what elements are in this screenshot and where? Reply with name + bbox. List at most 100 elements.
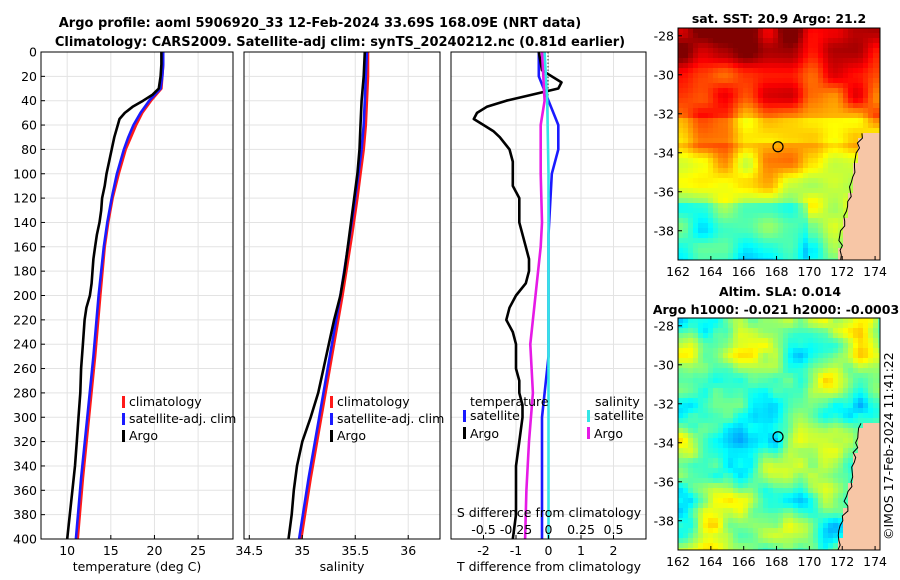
map-cell (743, 33, 749, 39)
map-cell (868, 198, 874, 204)
map-cell (813, 408, 819, 414)
map-cell (798, 173, 804, 179)
map-cell (868, 128, 874, 134)
map-cell (843, 38, 849, 44)
map-cell (693, 473, 699, 479)
map-cell (788, 123, 794, 129)
map-cell (728, 223, 734, 229)
map-cell (753, 83, 759, 89)
map-cell (753, 523, 759, 529)
legend-label-climatology: climatology (337, 394, 410, 409)
map-cell (808, 318, 814, 324)
map-cell (858, 158, 864, 164)
map-cell (733, 193, 739, 199)
map-cell (838, 403, 844, 409)
map-cell (823, 128, 829, 134)
map-cell (678, 358, 684, 364)
map-cell (858, 253, 864, 259)
map-cell (768, 73, 774, 79)
map-cell (683, 443, 689, 449)
map-cell (703, 503, 709, 509)
map-cell (728, 253, 734, 259)
map-cell (698, 148, 704, 154)
map-cell (798, 333, 804, 339)
map-cell (738, 93, 744, 99)
map-cell (853, 203, 859, 209)
map-cell (828, 428, 834, 434)
map-cell (713, 48, 719, 54)
map-cell (793, 523, 799, 529)
map-cell (748, 78, 754, 84)
map-cell (783, 143, 789, 149)
map-cell (843, 198, 849, 204)
map-cell (838, 103, 844, 109)
map-cell (848, 468, 854, 474)
map-cell (843, 143, 849, 149)
map-cell (863, 138, 869, 144)
map-cell (748, 183, 754, 189)
map-cell (873, 188, 879, 194)
map-cell (848, 118, 854, 124)
map-cell (818, 103, 824, 109)
map-cell (863, 33, 869, 39)
map-cell (778, 218, 784, 224)
map-cell (763, 408, 769, 414)
map-cell (683, 498, 689, 504)
map-cell (763, 418, 769, 424)
map-cell (768, 243, 774, 249)
temperature-xlabel: temperature (deg C) (73, 559, 202, 574)
map-cell (678, 258, 684, 260)
map-cell (873, 143, 879, 149)
map-cell (738, 368, 744, 374)
map-cell (713, 203, 719, 209)
map-cell (878, 458, 880, 464)
map-cell (723, 203, 729, 209)
map-cell (738, 438, 744, 444)
map-cell (788, 173, 794, 179)
map-cell (843, 428, 849, 434)
map-cell (738, 53, 744, 59)
map-cell (828, 393, 834, 399)
map-cell (788, 403, 794, 409)
map-cell (778, 68, 784, 74)
map-cell (798, 113, 804, 119)
map-cell (823, 448, 829, 454)
map-cell (758, 148, 764, 154)
series-line-t-argo (472, 51, 563, 540)
map-cell (868, 88, 874, 94)
map-cell (703, 163, 709, 169)
map-cell (833, 503, 839, 509)
map-cell (763, 183, 769, 189)
map-cell (828, 408, 834, 414)
map-cell (793, 448, 799, 454)
map-cell (763, 523, 769, 529)
map-cell (803, 178, 809, 184)
map-cell (843, 323, 849, 329)
map-cell (878, 538, 880, 544)
map-cell (713, 113, 719, 119)
map-cell (758, 438, 764, 444)
map-cell (783, 148, 789, 154)
map-cell (683, 353, 689, 359)
map-cell (763, 138, 769, 144)
map-cell (753, 428, 759, 434)
map-cell (738, 208, 744, 214)
map-cell (743, 208, 749, 214)
map-cell (848, 498, 854, 504)
map-cell (828, 78, 834, 84)
map-cell (783, 513, 789, 519)
map-cell (713, 423, 719, 429)
map-cell (788, 183, 794, 189)
map-cell (678, 78, 684, 84)
map-cell (753, 233, 759, 239)
map-cell (813, 63, 819, 69)
map-cell (743, 543, 749, 549)
map-cell (703, 323, 709, 329)
map-cell (753, 338, 759, 344)
map-cell (703, 68, 709, 74)
map-cell (828, 323, 834, 329)
map-cell (743, 258, 749, 260)
map-cell (793, 418, 799, 424)
map-cell (813, 248, 819, 254)
map-cell (718, 73, 724, 79)
